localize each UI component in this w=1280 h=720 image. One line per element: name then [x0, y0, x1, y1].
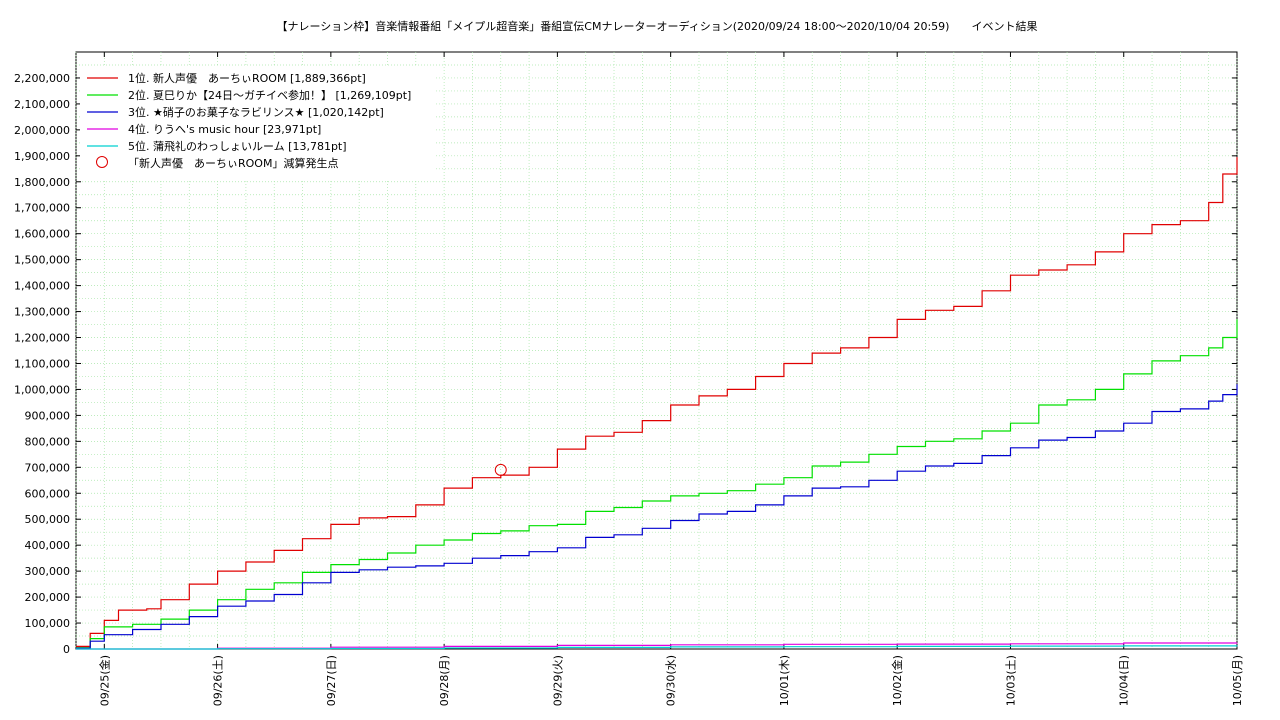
y-tick-label: 600,000	[25, 487, 71, 500]
y-tick-label: 1,200,000	[14, 332, 70, 345]
y-tick-label: 800,000	[25, 435, 71, 448]
series-line-1	[76, 157, 1238, 647]
series-line-2	[76, 319, 1238, 649]
y-tick-label: 300,000	[25, 565, 71, 578]
y-tick-label: 1,300,000	[14, 306, 70, 319]
series-layer	[76, 157, 1238, 650]
x-tick-label: 10/02(金)	[890, 655, 904, 706]
y-tick-label: 500,000	[25, 513, 71, 526]
legend-entry-5: 5位. 蒲飛礼のわっしょいルーム [13,781pt]	[128, 139, 347, 153]
legend-background	[80, 66, 435, 179]
y-tick-label: 100,000	[25, 617, 71, 630]
x-tick-label: 10/05(月)	[1231, 655, 1244, 706]
x-tick-label: 09/25(金)	[97, 655, 111, 706]
y-tick-label: 1,600,000	[14, 228, 70, 241]
legend-entry-3: 3位. ★硝子のお菓子なラビリンス★ [1,020,142pt]	[128, 105, 384, 119]
axes: 0 100,000 200,000 300,000 400,000 500,000 600,…	[14, 52, 1244, 706]
y-tick-label: 1,100,000	[14, 357, 70, 370]
y-tick-label: 400,000	[25, 539, 71, 552]
chart-title: 【ナレーション枠】音楽情報番組「メイプル超音楽」番組宣伝CMナレーターオーディシ…	[277, 19, 1038, 33]
y-tick-label: 1,500,000	[14, 254, 70, 267]
y-tick-label: 1,800,000	[14, 176, 70, 189]
legend-entry-4: 4位. りうへ's music hour [23,971pt]	[128, 122, 321, 136]
y-tick-label: 700,000	[25, 461, 71, 474]
series-line-3	[76, 384, 1238, 649]
x-tick-label: 09/26(土)	[212, 655, 225, 706]
legend-entry-1: 1位. 新人声優 あーちぃROOM [1,889,366pt]	[128, 71, 366, 85]
legend-entry-2: 2位. 夏巳りか【24日〜ガチイベ参加！】 [1,269,109pt]	[128, 88, 411, 102]
y-tick-label: 2,000,000	[14, 124, 70, 137]
x-tick-label: 10/01(木)	[778, 655, 791, 706]
legend: 1位. 新人声優 あーちぃROOM [1,889,366pt] 2位. 夏巳りか【…	[80, 66, 435, 179]
y-tick-label: 1,000,000	[14, 383, 70, 396]
y-tick-label: 2,200,000	[14, 72, 70, 85]
x-tick-label: 10/03(土)	[1004, 655, 1017, 706]
x-tick-label: 09/29(火)	[551, 655, 564, 706]
annotation-marker	[494, 463, 507, 476]
legend-annotation-marker	[96, 156, 108, 168]
y-tick-label: 1,400,000	[14, 280, 70, 293]
y-tick-label: 0	[63, 643, 70, 656]
x-tick-label: 09/30(水)	[665, 655, 678, 706]
x-tick-label: 09/28(月)	[438, 655, 451, 706]
annotation-layer	[494, 463, 507, 476]
x-tick-label: 09/27(日)	[325, 655, 338, 706]
y-tick-label: 2,100,000	[14, 98, 70, 111]
x-tick-label: 10/04(日)	[1118, 655, 1131, 706]
y-tick-label: 1,900,000	[14, 150, 70, 163]
y-tick-label: 900,000	[25, 409, 71, 422]
y-tick-label: 200,000	[25, 591, 71, 604]
series-line-5	[76, 645, 1238, 650]
series-line-4	[76, 642, 1238, 650]
legend-annotation-label: 「新人声優 あーちぃROOM」減算発生点	[128, 156, 338, 170]
y-tick-label: 1,700,000	[14, 202, 70, 215]
